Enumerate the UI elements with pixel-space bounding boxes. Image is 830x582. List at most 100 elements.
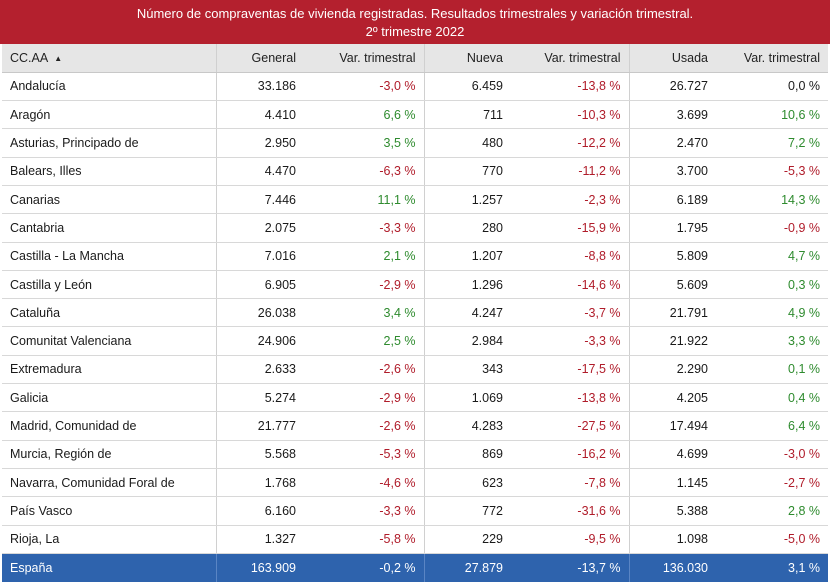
cell-var-nueva: -14,6 % — [511, 270, 630, 300]
table-row: Galicia 5.274 -2,9 % 1.069 -13,8 % 4.205 0,4 % — [2, 383, 828, 413]
cell-var-general: -4,6 % — [304, 468, 425, 498]
cell-var-usada: 7,2 % — [716, 128, 828, 158]
cell-var-nueva: -7,8 % — [511, 468, 630, 498]
cell-usada: 21.922 — [629, 326, 716, 356]
cell-general: 6.160 — [216, 496, 304, 526]
cell-nueva: 711 — [424, 100, 511, 130]
cell-general: 4.470 — [216, 157, 304, 186]
cell-ccaa: España — [2, 553, 217, 582]
cell-ccaa: Castilla - La Mancha — [2, 242, 217, 271]
column-header-general[interactable]: General — [216, 44, 304, 73]
cell-var-usada: 3,3 % — [716, 326, 828, 356]
column-header-usada[interactable]: Usada — [629, 44, 716, 73]
column-header-label: CC.AA — [10, 50, 49, 65]
cell-var-general: -3,3 % — [304, 496, 425, 526]
header-row: CC.AA ▲ General Var. trimestral Nueva Var… — [2, 44, 828, 73]
cell-usada: 136.030 — [629, 553, 716, 582]
cell-general: 33.186 — [216, 72, 304, 102]
cell-var-usada: -3,0 % — [716, 440, 828, 469]
table-footer: España 163.909 -0,2 % 27.879 -13,7 % 136.030 3… — [2, 553, 828, 582]
cell-ccaa: Extremadura — [2, 355, 217, 385]
column-header-ccaa[interactable]: CC.AA ▲ — [2, 44, 217, 73]
cell-usada: 1.795 — [629, 213, 716, 243]
cell-nueva: 4.247 — [424, 298, 511, 328]
cell-nueva: 770 — [424, 157, 511, 186]
column-header-var-general[interactable]: Var. trimestral — [304, 44, 425, 73]
cell-general: 21.777 — [216, 411, 304, 441]
table-row: Cataluña 26.038 3,4 % 4.247 -3,7 % 21.791 4,9 … — [2, 298, 828, 328]
cell-ccaa: Murcia, Región de — [2, 440, 217, 469]
cell-nueva: 6.459 — [424, 72, 511, 102]
cell-ccaa: Castilla y León — [2, 270, 217, 300]
cell-ccaa: Madrid, Comunidad de — [2, 411, 217, 441]
cell-nueva: 1.069 — [424, 383, 511, 413]
table-row: Aragón 4.410 6,6 % 711 -10,3 % 3.699 10,6 % — [2, 100, 828, 130]
cell-var-usada: 3,1 % — [716, 553, 828, 582]
cell-var-nueva: -17,5 % — [511, 355, 630, 385]
cell-var-general: 2,1 % — [304, 242, 425, 271]
cell-var-general: -3,0 % — [304, 72, 425, 102]
cell-var-usada: -5,0 % — [716, 525, 828, 554]
table-row: Castilla - La Mancha 7.016 2,1 % 1.207 -8,8 … — [2, 242, 828, 271]
column-header-var-usada[interactable]: Var. trimestral — [716, 44, 828, 73]
cell-var-general: -0,2 % — [304, 553, 425, 582]
cell-var-nueva: -3,7 % — [511, 298, 630, 328]
table-row: Navarra, Comunidad Foral de 1.768 -4,6 % 62… — [2, 468, 828, 498]
cell-ccaa: Balears, Illes — [2, 157, 217, 186]
table-row: Balears, Illes 4.470 -6,3 % 770 -11,2 % 3.700… — [2, 157, 828, 186]
cell-var-nueva: -2,3 % — [511, 185, 630, 215]
table-row: Andalucía 33.186 -3,0 % 6.459 -13,8 % 26.727 0… — [2, 72, 828, 102]
table-row: Castilla y León 6.905 -2,9 % 1.296 -14,6 % 5.… — [2, 270, 828, 300]
cell-usada: 3.700 — [629, 157, 716, 186]
cell-nueva: 1.207 — [424, 242, 511, 271]
cell-general: 163.909 — [216, 553, 304, 582]
cell-ccaa: Andalucía — [2, 72, 217, 102]
cell-var-general: -2,6 % — [304, 411, 425, 441]
cell-usada: 2.290 — [629, 355, 716, 385]
cell-var-general: 6,6 % — [304, 100, 425, 130]
cell-var-usada: -2,7 % — [716, 468, 828, 498]
column-header-var-nueva[interactable]: Var. trimestral — [511, 44, 630, 73]
cell-var-general: 2,5 % — [304, 326, 425, 356]
cell-var-general: 11,1 % — [304, 185, 425, 215]
cell-var-usada: 2,8 % — [716, 496, 828, 526]
cell-var-nueva: -3,3 % — [511, 326, 630, 356]
table-row: Murcia, Región de 5.568 -5,3 % 869 -16,2 % 4.… — [2, 440, 828, 469]
cell-nueva: 4.283 — [424, 411, 511, 441]
cell-ccaa: Rioja, La — [2, 525, 217, 554]
cell-var-usada: 0,1 % — [716, 355, 828, 385]
cell-var-general: -3,3 % — [304, 213, 425, 243]
cell-ccaa: Cantabria — [2, 213, 217, 243]
cell-ccaa: Comunitat Valenciana — [2, 326, 217, 356]
cell-var-nueva: -8,8 % — [511, 242, 630, 271]
cell-usada: 1.098 — [629, 525, 716, 554]
cell-var-nueva: -16,2 % — [511, 440, 630, 469]
cell-general: 26.038 — [216, 298, 304, 328]
column-header-nueva[interactable]: Nueva — [424, 44, 511, 73]
cell-var-general: -2,6 % — [304, 355, 425, 385]
table-row: País Vasco 6.160 -3,3 % 772 -31,6 % 5.388 2,8 … — [2, 496, 828, 526]
cell-var-usada: 14,3 % — [716, 185, 828, 215]
cell-ccaa: Asturias, Principado de — [2, 128, 217, 158]
cell-ccaa: Aragón — [2, 100, 217, 130]
cell-nueva: 623 — [424, 468, 511, 498]
cell-usada: 21.791 — [629, 298, 716, 328]
table-row: Canarias 7.446 11,1 % 1.257 -2,3 % 6.189 14,3 … — [2, 185, 828, 215]
table-row: Cantabria 2.075 -3,3 % 280 -15,9 % 1.795 -0,9 … — [2, 213, 828, 243]
chart-title: Número de compraventas de vivienda regis… — [0, 0, 830, 44]
cell-var-usada: 0,3 % — [716, 270, 828, 300]
table-row: Asturias, Principado de 2.950 3,5 % 480 -12,… — [2, 128, 828, 158]
cell-ccaa: Navarra, Comunidad Foral de — [2, 468, 217, 498]
cell-usada: 6.189 — [629, 185, 716, 215]
cell-usada: 5.388 — [629, 496, 716, 526]
cell-var-usada: 4,7 % — [716, 242, 828, 271]
cell-var-nueva: -11,2 % — [511, 157, 630, 186]
cell-nueva: 869 — [424, 440, 511, 469]
cell-var-nueva: -13,7 % — [511, 553, 630, 582]
cell-var-nueva: -10,3 % — [511, 100, 630, 130]
cell-var-nueva: -31,6 % — [511, 496, 630, 526]
cell-usada: 3.699 — [629, 100, 716, 130]
sort-ascending-icon[interactable]: ▲ — [54, 53, 63, 63]
cell-var-general: -2,9 % — [304, 383, 425, 413]
